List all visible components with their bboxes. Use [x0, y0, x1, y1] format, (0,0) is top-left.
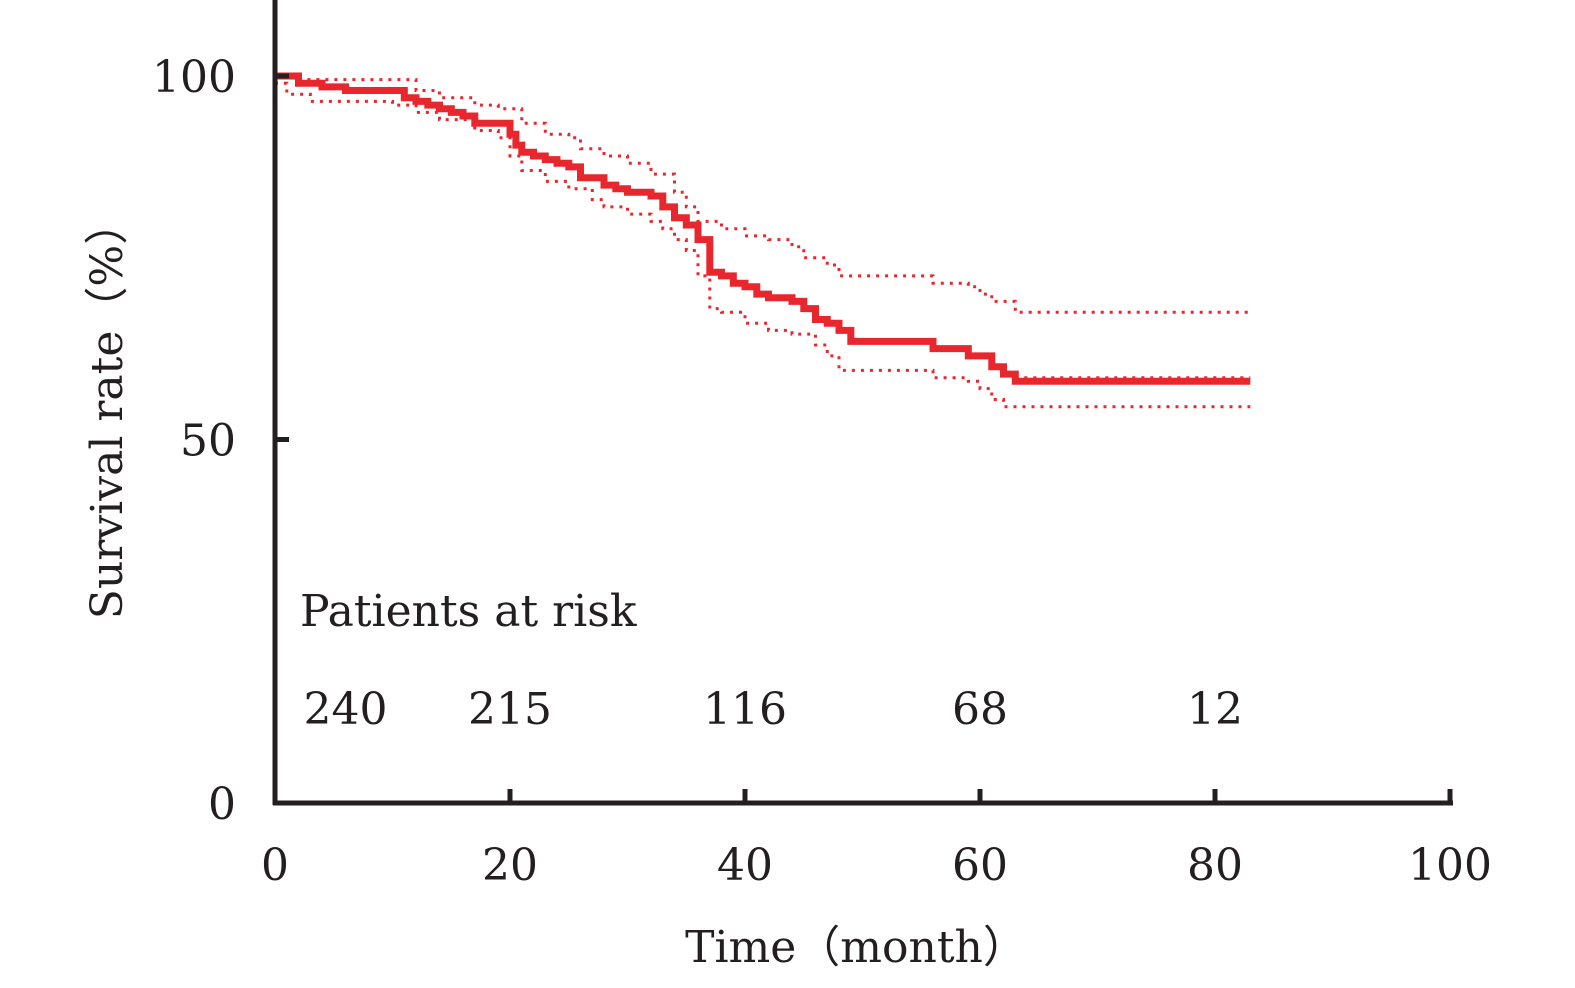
- x-tick-label: 0: [261, 840, 289, 891]
- patients-at-risk-label: Patients at risk: [300, 586, 637, 637]
- risk-count-label: 240: [304, 684, 388, 735]
- survival-curve-line: [275, 72, 1251, 385]
- confidence-band-line: [275, 81, 1251, 409]
- risk-count-label: 215: [468, 684, 552, 735]
- risk-count-label: 68: [952, 684, 1008, 735]
- x-tick-label: 60: [952, 840, 1008, 891]
- risk-count-label: 116: [703, 684, 787, 735]
- x-tick-label: 20: [482, 840, 538, 891]
- y-tick-label: 0: [208, 779, 236, 830]
- risk-count-label: 12: [1187, 684, 1243, 735]
- x-tick-label: 40: [717, 840, 773, 891]
- curves-group: [275, 72, 1251, 409]
- x-ticks-group: 0 20 40 60 80 100: [261, 789, 1492, 891]
- y-ticks-group: 0 50 100: [152, 52, 289, 830]
- y-tick-label: 50: [180, 416, 236, 467]
- x-tick-label: 80: [1187, 840, 1243, 891]
- risk-counts-group: 240 215 116 68 12: [304, 684, 1243, 735]
- y-axis-title: Survival rate（%）: [82, 201, 133, 619]
- y-tick-label: 100: [152, 52, 236, 103]
- x-tick-label: 100: [1408, 840, 1492, 891]
- x-axis-title: Time（month）: [685, 922, 1027, 973]
- confidence-band-line: [275, 74, 1251, 314]
